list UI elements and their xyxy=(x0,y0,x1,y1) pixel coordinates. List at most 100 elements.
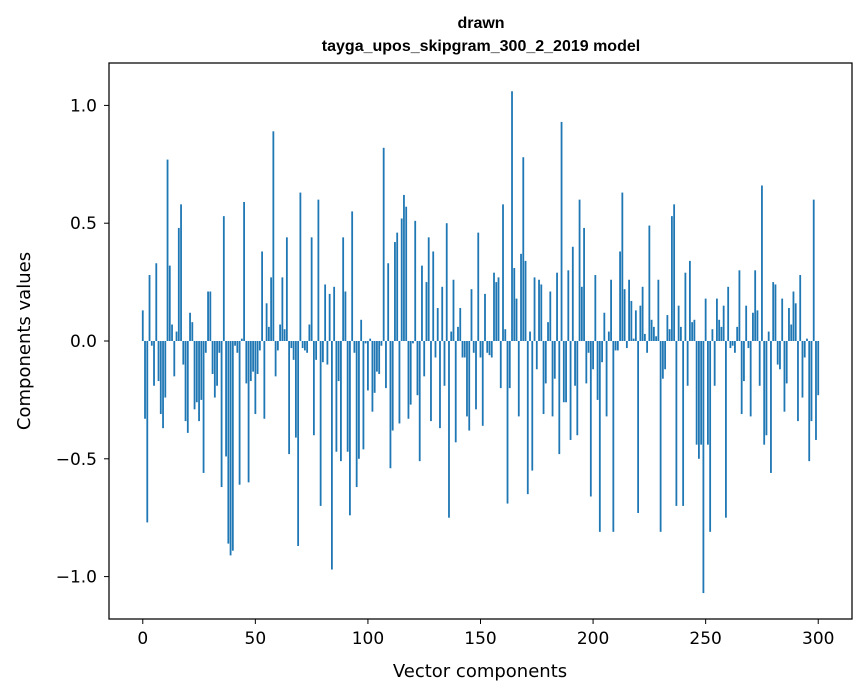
bar-95 xyxy=(355,341,358,488)
bar-250 xyxy=(704,298,707,341)
bar-183 xyxy=(553,341,556,379)
bar-86 xyxy=(335,341,338,452)
bar-244 xyxy=(691,322,694,341)
bar-213 xyxy=(621,192,624,341)
bar-262 xyxy=(731,341,734,346)
bar-239 xyxy=(679,326,682,341)
bar-254 xyxy=(713,341,716,386)
bar-134 xyxy=(443,341,446,386)
bar-6 xyxy=(155,263,158,341)
bar-54 xyxy=(263,341,266,419)
bar-16 xyxy=(177,227,180,341)
bar-259 xyxy=(725,341,727,518)
bar-193 xyxy=(576,341,579,436)
bar-64 xyxy=(285,237,288,341)
bar-75 xyxy=(310,237,313,341)
bar-46 xyxy=(245,341,248,384)
bar-212 xyxy=(619,251,621,341)
bar-123 xyxy=(418,341,421,462)
bar-17 xyxy=(180,204,182,341)
bar-249 xyxy=(702,341,705,594)
bar-28 xyxy=(204,341,207,353)
bar-93 xyxy=(351,211,354,341)
bar-104 xyxy=(376,341,378,372)
bar-230 xyxy=(659,341,662,532)
bar-36 xyxy=(222,216,225,341)
bar-149 xyxy=(477,232,480,341)
bar-110 xyxy=(389,341,392,469)
bar-248 xyxy=(700,341,703,445)
bar-270 xyxy=(749,341,752,417)
bar-209 xyxy=(612,341,615,532)
bar-63 xyxy=(283,329,286,341)
x-tick-label: 50 xyxy=(245,629,267,649)
bar-158 xyxy=(497,277,500,341)
bar-182 xyxy=(551,341,554,417)
bar-169 xyxy=(522,157,525,341)
bar-33 xyxy=(216,341,218,386)
bar-179 xyxy=(544,341,547,384)
bar-240 xyxy=(682,341,685,506)
bar-280 xyxy=(772,282,775,341)
bar-129 xyxy=(432,251,435,341)
bar-217 xyxy=(630,300,633,341)
bar-13 xyxy=(171,324,173,341)
y-tick-label: 1.0 xyxy=(70,96,97,116)
bar-188 xyxy=(565,341,567,403)
bar-9 xyxy=(162,341,164,429)
bar-67 xyxy=(292,341,295,360)
bar-137 xyxy=(450,331,453,341)
bar-153 xyxy=(486,341,489,353)
bar-1 xyxy=(144,341,146,419)
bar-258 xyxy=(722,305,725,341)
bar-77 xyxy=(315,341,318,360)
bar-292 xyxy=(799,275,802,341)
bar-131 xyxy=(436,308,439,341)
bar-157 xyxy=(495,282,498,341)
bar-233 xyxy=(666,315,669,341)
bar-175 xyxy=(535,341,538,370)
bar-41 xyxy=(234,341,236,346)
bar-120 xyxy=(412,341,414,344)
bar-30 xyxy=(209,291,212,341)
bar-278 xyxy=(767,331,770,341)
bar-49 xyxy=(252,341,254,372)
bar-236 xyxy=(673,204,676,341)
bar-66 xyxy=(290,341,293,349)
plot-frame xyxy=(108,62,853,620)
bar-201 xyxy=(594,275,597,341)
bar-113 xyxy=(396,232,399,341)
y-tick-label: 0.5 xyxy=(70,214,97,234)
bar-5 xyxy=(153,341,155,386)
bar-192 xyxy=(574,341,576,386)
bar-176 xyxy=(538,279,540,341)
bar-15 xyxy=(175,331,178,341)
bar-52 xyxy=(258,341,261,351)
bar-150 xyxy=(479,341,482,358)
bar-91 xyxy=(346,341,349,452)
bar-23 xyxy=(193,341,196,410)
chart-title-line-1: drawn xyxy=(457,15,504,32)
bar-200 xyxy=(592,341,594,370)
bar-267 xyxy=(743,341,745,382)
bar-48 xyxy=(249,341,252,382)
bar-195 xyxy=(580,286,583,341)
bar-298 xyxy=(812,199,815,341)
bar-253 xyxy=(711,329,714,341)
bar-184 xyxy=(556,272,558,341)
bar-148 xyxy=(475,341,477,410)
bar-65 xyxy=(288,341,291,455)
bar-107 xyxy=(382,147,385,341)
bar-275 xyxy=(761,185,763,341)
bar-80 xyxy=(321,341,324,363)
chart-title-line-2: tayga_upos_skipgram_300_2_2019 model xyxy=(322,38,640,55)
x-tick-label: 100 xyxy=(352,629,384,649)
bar-160 xyxy=(502,204,504,341)
bar-295 xyxy=(806,338,808,341)
y-tick-label: −0.5 xyxy=(56,450,97,470)
bar-99 xyxy=(364,341,367,344)
bar-73 xyxy=(306,341,309,353)
bar-7 xyxy=(157,341,160,382)
bar-121 xyxy=(414,220,417,341)
